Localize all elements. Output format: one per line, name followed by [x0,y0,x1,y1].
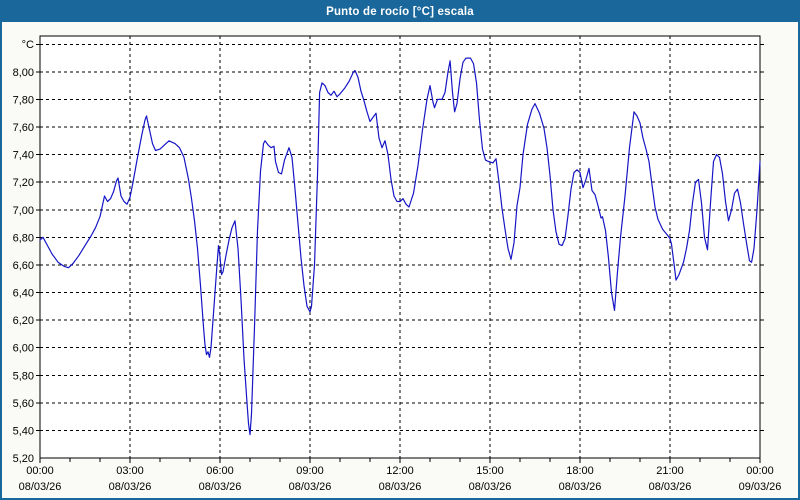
y-tick-label: 7,40 [13,150,34,162]
chart-area: 5,20 5,40 5,60 5,80 6,00 6,20 6,40 6,60 6,80 7,00… [2,22,798,496]
x-tick-time-label: 21:00 [656,465,684,477]
x-tick-time-label: 15:00 [476,465,504,477]
y-tick-label: 6,80 [13,232,34,244]
y-tick-label: 8,00 [13,67,34,79]
x-tick-date-label: 08/03/26 [559,481,602,493]
y-axis-labels: 5,20 5,40 5,60 5,80 6,00 6,20 6,40 6,60 6,80 7,00… [13,39,34,465]
x-tick-date-label: 08/03/26 [649,481,692,493]
y-tick-label: 6,40 [13,288,34,300]
x-tick-date-label: 08/03/26 [469,481,512,493]
x-tick-time-label: 00:00 [26,465,54,477]
y-tick-label: 7,00 [13,205,34,217]
dewpoint-line [39,57,761,436]
y-axis-unit-label: °C [22,39,34,51]
y-tick-label: 7,20 [13,177,34,189]
title-bar: Punto de rocío [°C] escala [2,2,798,22]
y-tick-marks [36,43,764,431]
x-tick-date-label: 08/03/26 [379,481,422,493]
y-tick-label: 5,80 [13,370,34,382]
y-tick-label: 6,20 [13,315,34,327]
x-tick-date-label: 08/03/26 [19,481,62,493]
x-tick-date-label: 08/03/26 [199,481,242,493]
x-tick-time-label: 18:00 [566,465,594,477]
chart-svg: 5,20 5,40 5,60 5,80 6,00 6,20 6,40 6,60 6,80 7,00… [13,35,782,493]
y-tick-label: 6,00 [13,343,34,355]
x-gridlines [129,36,671,458]
y-tick-label: 7,60 [13,122,34,134]
x-axis-labels: 00:00 08/03/26 03:00 08/03/26 06:00 08/03/26 0… [19,465,782,493]
y-tick-label: 6,60 [13,260,34,272]
x-tick-time-label: 00:00 [746,465,774,477]
y-tick-label: 5,20 [13,453,34,465]
y-tick-label: 5,60 [13,398,34,410]
y-tick-label: 7,80 [13,94,34,106]
x-tick-time-label: 12:00 [386,465,414,477]
x-tick-time-label: 09:00 [296,465,324,477]
x-tick-marks [39,458,761,463]
x-tick-date-label: 08/03/26 [109,481,152,493]
x-tick-date-label: 09/03/26 [739,481,782,493]
x-tick-time-label: 03:00 [116,465,144,477]
x-tick-time-label: 06:00 [206,465,234,477]
plot-border [39,35,761,459]
y-tick-label: 5,40 [13,425,34,437]
x-tick-date-label: 08/03/26 [289,481,332,493]
